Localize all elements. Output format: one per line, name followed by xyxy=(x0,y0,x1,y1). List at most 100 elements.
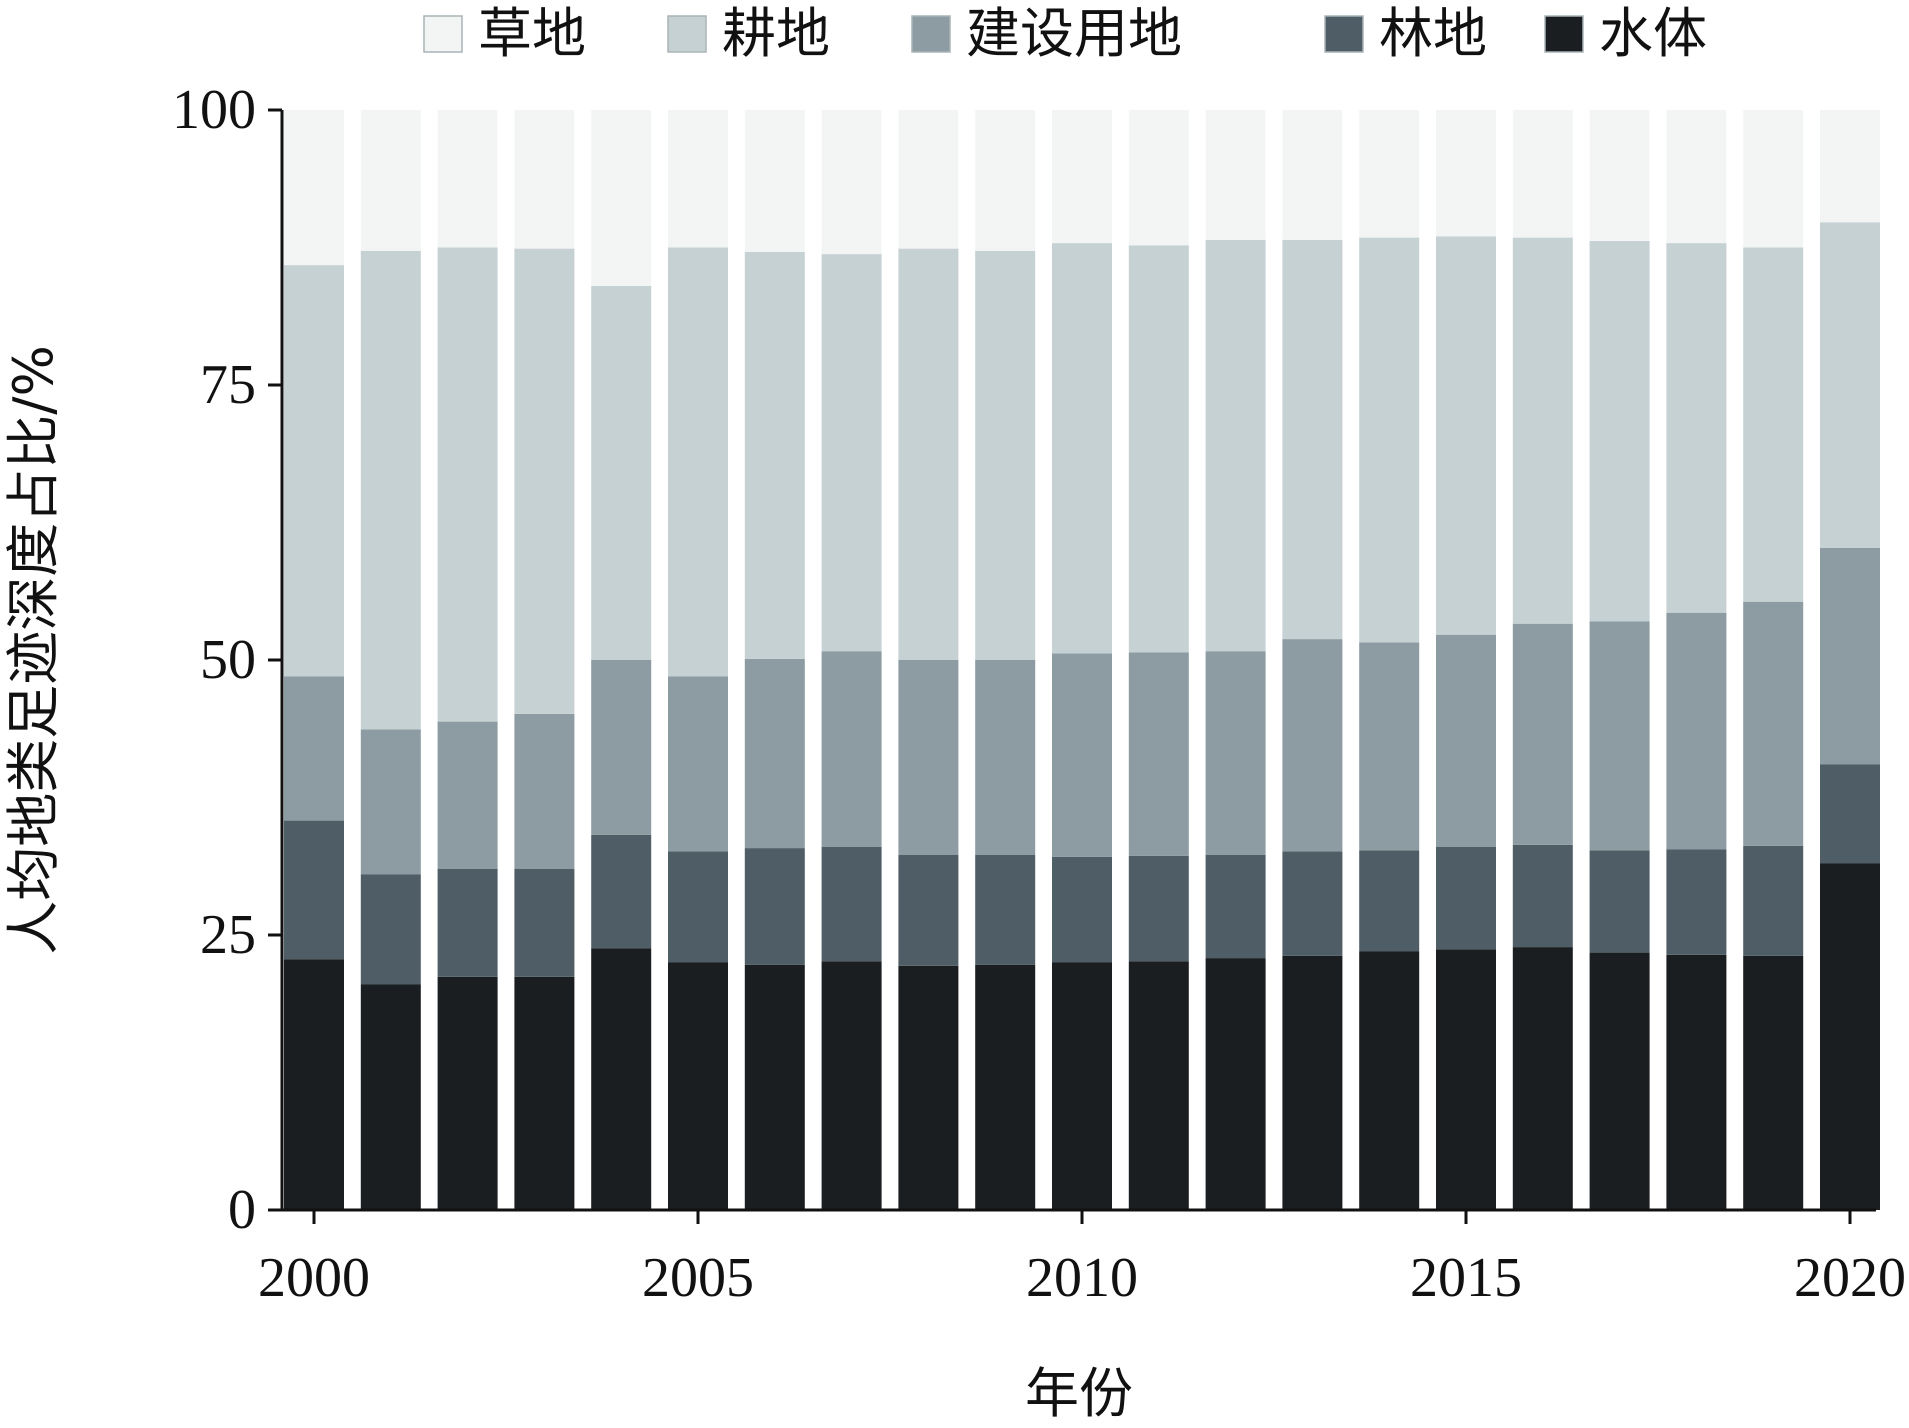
bar-segment-2005-林地 xyxy=(668,851,728,963)
y-tick-label-50: 50 xyxy=(200,629,256,691)
legend-label-林地: 林地 xyxy=(1379,2,1487,65)
bar-segment-2019-林地 xyxy=(1743,845,1804,956)
bar-segment-2018-耕地 xyxy=(1666,243,1727,613)
bar-segment-2002-林地 xyxy=(437,869,498,977)
bar-segment-2002-耕地 xyxy=(437,247,498,722)
y-tick-label-75: 75 xyxy=(200,354,256,416)
bar-segment-2008-草地 xyxy=(898,110,959,249)
bar-segment-2015-林地 xyxy=(1436,847,1496,950)
bar-segment-2001-水体 xyxy=(360,984,421,1210)
legend-label-水体: 水体 xyxy=(1599,2,1707,65)
bar-segment-2010-水体 xyxy=(1052,962,1112,1210)
bar-segment-2018-草地 xyxy=(1666,110,1727,244)
bar-segment-2009-水体 xyxy=(975,964,1036,1210)
bar-segment-2019-建设用地 xyxy=(1743,601,1804,846)
bar-segment-2011-林地 xyxy=(1128,855,1189,962)
bar-segment-2019-草地 xyxy=(1743,110,1804,248)
bar-segment-2016-建设用地 xyxy=(1512,623,1573,845)
y-tick-label-0: 0 xyxy=(228,1179,256,1241)
bar-segment-2003-水体 xyxy=(514,976,575,1210)
bar-segment-2017-耕地 xyxy=(1589,240,1650,622)
bar-segment-2004-林地 xyxy=(591,834,652,949)
legend-swatch-林地 xyxy=(1324,15,1364,53)
legend-swatch-建设用地 xyxy=(911,15,951,53)
bar-segment-2010-林地 xyxy=(1052,856,1112,963)
legend-item-林地: 林地 xyxy=(1324,2,1487,65)
bar-segment-2007-水体 xyxy=(821,961,882,1210)
bar-segment-2010-建设用地 xyxy=(1052,653,1112,857)
legend-label-耕地: 耕地 xyxy=(722,2,830,65)
bar-segment-2005-耕地 xyxy=(668,247,728,677)
bar-segment-2001-草地 xyxy=(360,110,421,251)
bar-segment-2016-耕地 xyxy=(1512,237,1573,624)
bar-stack-2003 xyxy=(514,110,575,1210)
bar-segment-2011-草地 xyxy=(1128,110,1189,246)
bar-segment-2003-草地 xyxy=(514,110,575,249)
axes: 0 25 50 75 100 2000 2005 2010 2015 2020 xyxy=(172,79,1906,1309)
bar-segment-2003-建设用地 xyxy=(514,713,575,869)
bar-stack-2018 xyxy=(1666,110,1727,1210)
bar-segment-2005-水体 xyxy=(668,962,728,1210)
bar-segment-2017-草地 xyxy=(1589,110,1650,241)
bar-segment-2013-建设用地 xyxy=(1282,639,1343,852)
bar-segment-2017-水体 xyxy=(1589,952,1650,1210)
bar-segment-2004-耕地 xyxy=(591,286,652,660)
bar-segment-2000-草地 xyxy=(284,110,344,266)
legend-label-建设用地: 建设用地 xyxy=(966,2,1182,65)
bar-segment-2003-林地 xyxy=(514,869,575,977)
bar-segment-2000-建设用地 xyxy=(284,676,344,821)
bar-stack-2019 xyxy=(1743,110,1804,1210)
bar-segment-2016-水体 xyxy=(1512,947,1573,1210)
bar-segment-2001-耕地 xyxy=(360,250,421,730)
x-tick-label-2000: 2000 xyxy=(258,1247,370,1309)
bar-stacks xyxy=(284,110,1880,1210)
legend: 草地 耕地 建设用地 林地 水体 xyxy=(423,2,1707,65)
bar-segment-2014-林地 xyxy=(1359,850,1420,952)
bar-segment-2004-草地 xyxy=(591,110,652,286)
bar-segment-2010-草地 xyxy=(1052,110,1112,244)
bar-segment-2008-建设用地 xyxy=(898,660,959,855)
bar-segment-2011-水体 xyxy=(1128,961,1189,1210)
bar-segment-2004-建设用地 xyxy=(591,660,652,835)
bar-segment-2007-林地 xyxy=(821,847,882,962)
bar-segment-2017-林地 xyxy=(1589,850,1650,953)
bar-stack-2012 xyxy=(1205,110,1266,1210)
bar-segment-2014-水体 xyxy=(1359,951,1420,1210)
bar-segment-2006-耕地 xyxy=(744,251,805,659)
bar-segment-2015-草地 xyxy=(1436,110,1496,237)
bar-segment-2012-水体 xyxy=(1205,958,1266,1210)
bar-stack-2001 xyxy=(360,110,421,1210)
bar-segment-2011-建设用地 xyxy=(1128,652,1189,856)
bar-segment-2006-水体 xyxy=(744,964,805,1210)
bar-segment-2009-耕地 xyxy=(975,250,1036,661)
bar-stack-2013 xyxy=(1282,110,1343,1210)
bar-segment-2020-林地 xyxy=(1820,764,1880,864)
bar-segment-2020-耕地 xyxy=(1820,222,1880,548)
bar-segment-2009-林地 xyxy=(975,854,1036,965)
bar-segment-2000-林地 xyxy=(284,820,344,960)
bar-segment-2004-水体 xyxy=(591,948,652,1210)
bar-segment-2015-建设用地 xyxy=(1436,634,1496,847)
bar-segment-2002-建设用地 xyxy=(437,721,498,869)
bar-segment-2011-耕地 xyxy=(1128,245,1189,653)
bar-stack-2020 xyxy=(1820,110,1880,1210)
legend-swatch-水体 xyxy=(1544,15,1584,53)
bar-segment-2013-草地 xyxy=(1282,110,1343,240)
bar-stack-2007 xyxy=(821,110,882,1210)
bar-segment-2019-耕地 xyxy=(1743,247,1804,602)
bar-segment-2013-水体 xyxy=(1282,955,1343,1210)
legend-item-建设用地: 建设用地 xyxy=(911,2,1182,65)
bar-segment-2018-林地 xyxy=(1666,849,1727,955)
bar-segment-2020-建设用地 xyxy=(1820,547,1880,765)
bar-stack-2017 xyxy=(1589,110,1650,1210)
legend-label-草地: 草地 xyxy=(478,2,586,65)
bar-segment-2003-耕地 xyxy=(514,248,575,714)
bar-segment-2019-水体 xyxy=(1743,955,1804,1210)
y-tick-label-100: 100 xyxy=(172,79,256,141)
bar-segment-2006-林地 xyxy=(744,848,805,965)
bar-stack-2008 xyxy=(898,110,959,1210)
x-ticks: 2000 2005 2010 2015 2020 xyxy=(258,1210,1906,1309)
y-tick-label-25: 25 xyxy=(200,904,256,966)
bar-segment-2000-水体 xyxy=(284,959,344,1210)
